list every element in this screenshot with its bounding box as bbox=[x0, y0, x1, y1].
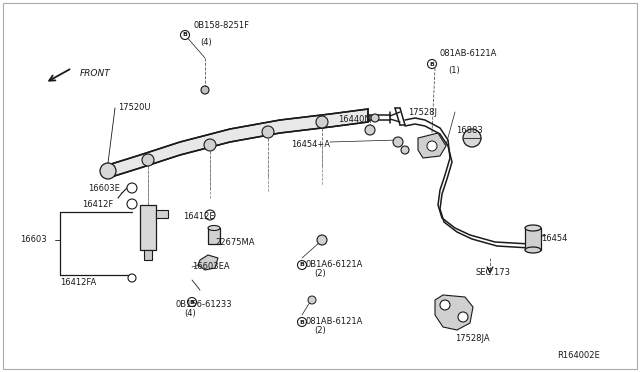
Circle shape bbox=[142, 154, 154, 166]
Text: 16454: 16454 bbox=[541, 234, 568, 243]
Text: (2): (2) bbox=[314, 269, 326, 278]
Text: 0B156-61233: 0B156-61233 bbox=[176, 300, 232, 309]
Text: 22675MA: 22675MA bbox=[215, 238, 255, 247]
Text: 16603E: 16603E bbox=[88, 184, 120, 193]
Circle shape bbox=[371, 114, 379, 122]
Circle shape bbox=[458, 312, 468, 322]
Circle shape bbox=[201, 86, 209, 94]
Text: FRONT: FRONT bbox=[80, 68, 111, 77]
Circle shape bbox=[317, 235, 327, 245]
Circle shape bbox=[128, 274, 136, 282]
Text: (1): (1) bbox=[448, 66, 460, 75]
Circle shape bbox=[262, 126, 274, 138]
Text: 16412F: 16412F bbox=[82, 200, 113, 209]
Text: R164002E: R164002E bbox=[557, 351, 600, 360]
Circle shape bbox=[298, 317, 307, 327]
Polygon shape bbox=[198, 255, 218, 270]
Circle shape bbox=[393, 137, 403, 147]
Text: 16440N: 16440N bbox=[338, 115, 371, 124]
Circle shape bbox=[308, 296, 316, 304]
Circle shape bbox=[316, 116, 328, 128]
Text: B: B bbox=[429, 61, 435, 67]
Polygon shape bbox=[435, 295, 473, 330]
Text: 0B1A6-6121A: 0B1A6-6121A bbox=[306, 260, 364, 269]
Circle shape bbox=[365, 125, 375, 135]
Circle shape bbox=[440, 300, 450, 310]
Text: 0B158-8251F: 0B158-8251F bbox=[193, 21, 249, 30]
Circle shape bbox=[427, 141, 437, 151]
Text: 16603: 16603 bbox=[20, 235, 47, 244]
Bar bbox=[156, 210, 168, 218]
Circle shape bbox=[204, 139, 216, 151]
Text: 17528J: 17528J bbox=[408, 108, 437, 117]
Circle shape bbox=[127, 199, 137, 209]
Text: (4): (4) bbox=[184, 309, 196, 318]
Bar bbox=[140, 205, 156, 250]
Text: 16412FA: 16412FA bbox=[60, 278, 96, 287]
Circle shape bbox=[401, 146, 409, 154]
Text: 17528JA: 17528JA bbox=[455, 334, 490, 343]
Text: 16454+A: 16454+A bbox=[291, 140, 330, 149]
Text: (4): (4) bbox=[200, 38, 212, 47]
Circle shape bbox=[428, 60, 436, 68]
Circle shape bbox=[188, 298, 196, 307]
Bar bbox=[208, 228, 220, 244]
Bar bbox=[525, 228, 541, 250]
Text: B: B bbox=[182, 32, 188, 38]
Text: B: B bbox=[189, 299, 195, 305]
Circle shape bbox=[100, 163, 116, 179]
Text: (2): (2) bbox=[314, 326, 326, 335]
Text: B: B bbox=[300, 263, 305, 267]
Text: 16603EA: 16603EA bbox=[192, 262, 230, 271]
Ellipse shape bbox=[525, 247, 541, 253]
Text: 17520U: 17520U bbox=[118, 103, 150, 112]
Polygon shape bbox=[108, 109, 368, 178]
Text: B: B bbox=[300, 320, 305, 324]
Circle shape bbox=[180, 31, 189, 39]
Circle shape bbox=[205, 210, 215, 220]
Polygon shape bbox=[418, 133, 446, 158]
Circle shape bbox=[298, 260, 307, 269]
Text: 16883: 16883 bbox=[456, 126, 483, 135]
Text: 081AB-6121A: 081AB-6121A bbox=[440, 49, 497, 58]
Text: 081AB-6121A: 081AB-6121A bbox=[306, 317, 364, 326]
Ellipse shape bbox=[525, 225, 541, 231]
Text: SEC.173: SEC.173 bbox=[476, 268, 511, 277]
Circle shape bbox=[463, 129, 481, 147]
Bar bbox=[144, 250, 152, 260]
Text: 16412E: 16412E bbox=[183, 212, 214, 221]
Circle shape bbox=[127, 183, 137, 193]
Ellipse shape bbox=[208, 225, 220, 231]
